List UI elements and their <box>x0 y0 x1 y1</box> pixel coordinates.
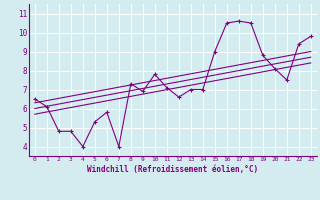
X-axis label: Windchill (Refroidissement éolien,°C): Windchill (Refroidissement éolien,°C) <box>87 165 258 174</box>
